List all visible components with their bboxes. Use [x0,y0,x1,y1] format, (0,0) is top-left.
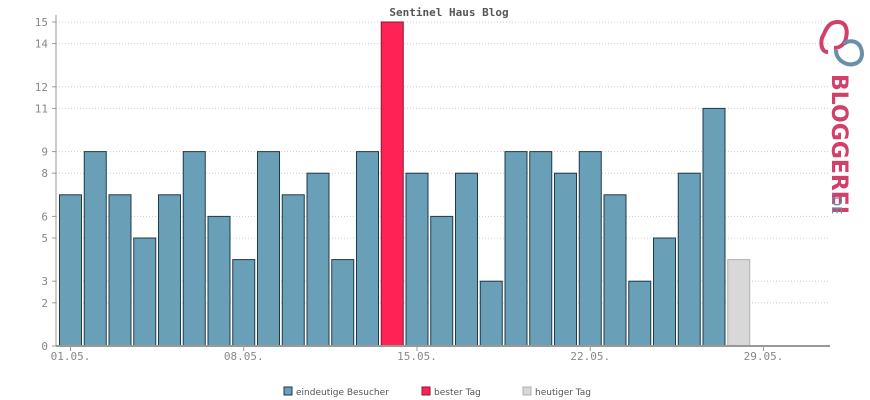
bar-visitors [430,215,454,347]
bloggerei-logo: BLOGGEREI .DE [819,19,864,214]
x-tick-label: 01.05. [51,350,91,363]
x-tick-label: 15.05. [397,350,437,363]
legend-label: eindeutige Besucher [296,388,389,398]
bar-visitors [158,194,181,347]
logo-mark-icon [819,19,864,67]
y-tick-label: 6 [41,210,48,223]
bar-visitors [257,151,280,347]
y-tick-label: 14 [35,38,49,51]
bar-best-day [380,21,404,347]
legend-swatch [522,386,532,396]
legend-swatch [283,386,293,396]
y-tick-label: 2 [41,297,48,310]
bar-visitors [504,151,528,347]
bar-visitors [356,151,379,347]
bar-visitors [677,172,701,347]
bar-visitors [554,172,577,347]
logo-text: BLOGGEREI [826,74,851,214]
x-tick-label: 08.05. [224,350,264,363]
x-tick-label: 22.05. [570,350,610,363]
y-tick-label: 0 [41,340,48,353]
bar-visitors [628,280,652,347]
bar-visitors [306,172,330,347]
bar-visitors [455,172,478,347]
bar-visitors [133,237,157,347]
bar-visitors [578,151,602,347]
bar-visitors [281,194,305,347]
y-tick-label: 3 [41,275,48,288]
axes [55,15,830,347]
x-axis-ticks: 01.05. 08.05. 15.05. 22.05. 29.05. [51,346,784,363]
bar-visitors [83,151,107,347]
bar-visitors [529,151,553,347]
bars [59,21,751,347]
y-tick-label: 8 [41,167,48,180]
y-tick-label: 9 [41,146,48,159]
chart-title: Sentinel Haus Blog [389,6,508,19]
y-tick-label: 5 [41,232,48,245]
y-tick-label: 11 [35,102,48,115]
bar-visitors [603,194,627,347]
y-axis-ticks: 0 2 3 5 6 8 9 11 12 14 15 [35,16,56,353]
bar-visitors [59,194,82,347]
bar-visitors [232,259,256,347]
bar-visitors [479,280,503,347]
logo-wordmark: BLOGGEREI .DE [826,74,851,214]
logo-suffix: .DE [828,192,843,214]
y-tick-label: 12 [35,81,48,94]
bar-today [727,259,751,347]
bar-visitors [331,259,355,347]
bar-visitors [108,194,132,347]
legend-label: bester Tag [434,388,481,398]
y-tick-label: 15 [35,16,48,29]
legend-swatch [421,386,431,396]
bar-visitors [405,172,429,347]
bar-visitors [207,215,231,347]
legend: eindeutige Besucher bester Tag heutiger Ta… [283,386,591,398]
legend-label: heutiger Tag [535,388,591,398]
bar-visitors [653,237,676,347]
bar-visitors [182,151,206,347]
x-tick-label: 29.05. [744,350,784,363]
bar-visitors [702,107,726,347]
